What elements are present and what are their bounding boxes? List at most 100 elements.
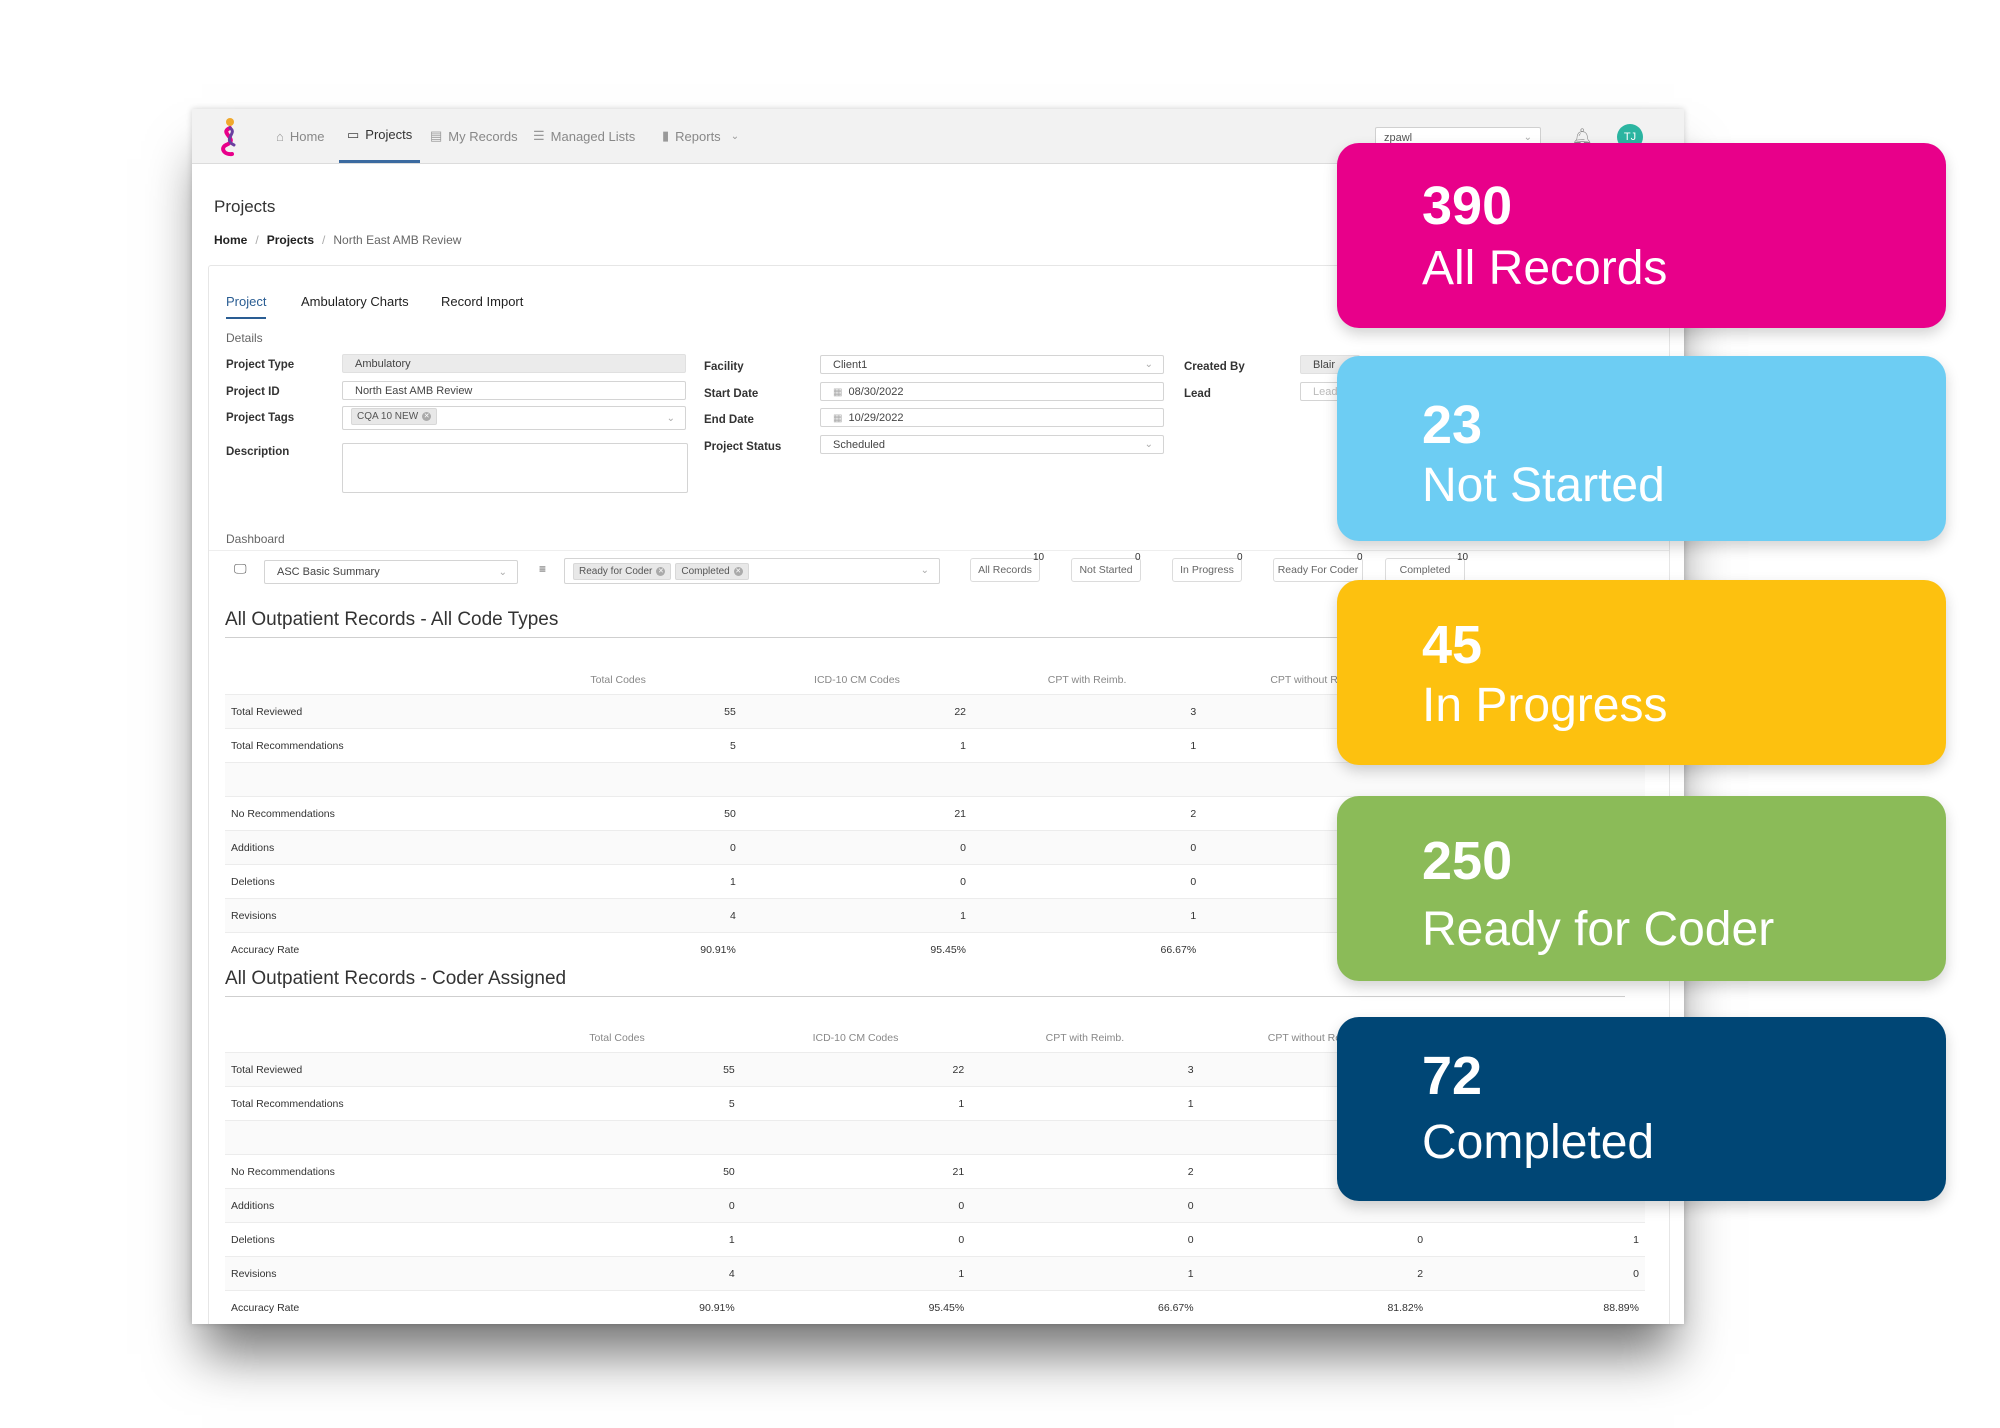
table-cell: 0: [1429, 1256, 1645, 1291]
lead-label: Lead: [1184, 388, 1211, 400]
table-cell: Deletions: [225, 1222, 418, 1257]
table-cell: 1: [417, 1222, 741, 1257]
stat-card-value: 23: [1422, 395, 1483, 455]
filter-icon[interactable]: ≡: [539, 562, 547, 576]
table-row: Accuracy Rate 90.91% 95.45% 66.67%: [225, 932, 1645, 966]
user-select[interactable]: zpawl ⌄: [1375, 127, 1541, 147]
breadcrumb-home[interactable]: Home: [214, 233, 248, 247]
table-cell: 5: [417, 1086, 741, 1121]
tab-ambulatory-charts[interactable]: Ambulatory Charts: [301, 294, 409, 309]
project-tags-field[interactable]: CQA 10 NEW ✕ ⌄: [342, 406, 686, 430]
document-icon: ▤: [430, 128, 443, 143]
table-row: [225, 762, 1645, 797]
description-label: Description: [226, 446, 290, 458]
table-cell: 88.89%: [1429, 1290, 1645, 1324]
table2-header-cpt-reimb: CPT with Reimb.: [1045, 1031, 1125, 1044]
project-type-label: Project Type: [226, 359, 295, 371]
table-cell: 55: [417, 694, 742, 729]
monitor-icon: 🖵︎: [234, 561, 247, 576]
summary-select[interactable]: ASC Basic Summary ⌄: [264, 560, 518, 584]
filter-ready-for-coder-button[interactable]: Ready For Coder: [1273, 558, 1363, 582]
table-cell: [972, 762, 1203, 797]
stat-card-in-progress: 45 In Progress: [1337, 580, 1946, 765]
filter-completed-button[interactable]: Completed: [1385, 558, 1465, 582]
table-cell: 1: [972, 728, 1203, 763]
stat-card-value: 45: [1422, 615, 1483, 675]
nav-projects[interactable]: ▭ Projects: [339, 109, 421, 163]
chevron-down-icon: ⌄: [730, 130, 740, 142]
bell-icon[interactable]: 🔔︎: [1572, 129, 1593, 146]
table1-header-0: [225, 665, 418, 695]
table-cell: 1: [970, 1256, 1200, 1291]
nav-my-records-label: My Records: [448, 128, 518, 144]
table-cell: [970, 1120, 1200, 1155]
nav-reports[interactable]: ▮ Reports ⌄: [662, 109, 739, 163]
filter-in-progress-button[interactable]: In Progress: [1172, 558, 1242, 582]
end-date-field[interactable]: ▦ 10/29/2022: [820, 408, 1164, 427]
description-textarea[interactable]: [342, 443, 688, 493]
table-cell: No Recommendations: [225, 796, 418, 831]
close-icon[interactable]: ✕: [656, 567, 666, 576]
table-cell: No Recommendations: [225, 1154, 418, 1189]
table-cell: 1: [972, 898, 1203, 933]
end-date-value: 10/29/2022: [848, 412, 904, 424]
filter-not-started-button[interactable]: Not Started: [1071, 558, 1141, 582]
nav-home[interactable]: ⌂ Home: [276, 109, 325, 163]
table-cell: 0: [1199, 1222, 1430, 1257]
table-cell: 90.91%: [417, 1290, 741, 1324]
table-cell: [740, 1120, 971, 1155]
table-cell: [225, 762, 418, 797]
table-cell: 1: [740, 1256, 971, 1291]
stat-card-value: 390: [1422, 176, 1513, 236]
table-cell: 1: [417, 864, 742, 899]
details-section-label: Details: [226, 331, 263, 345]
table-cell: [417, 1120, 741, 1155]
table-cell: 4: [417, 1256, 741, 1291]
created-by-label: Created By: [1184, 361, 1245, 373]
table-cell: [225, 1120, 418, 1155]
start-date-field[interactable]: ▦ 08/30/2022: [820, 382, 1164, 401]
status-filter-select[interactable]: Ready for Coder ✕ Completed ✕ ⌄: [564, 558, 940, 584]
stat-card-label: Not Started: [1422, 459, 1665, 512]
table-cell: 1: [741, 898, 973, 933]
filter-all-records-button[interactable]: All Records: [970, 558, 1040, 582]
filter-chip-ready-label: Ready for Coder: [579, 566, 653, 577]
table-cell: [1431, 762, 1645, 797]
project-status-label: Project Status: [704, 441, 782, 453]
tab-record-import[interactable]: Record Import: [441, 294, 524, 309]
nav-my-records[interactable]: ▤ My Records: [430, 109, 518, 163]
table-cell: 0: [972, 830, 1203, 865]
app-logo-icon[interactable]: [210, 115, 250, 157]
table2-header-0: [225, 1023, 417, 1053]
stat-card-label: In Progress: [1422, 679, 1668, 732]
chevron-down-icon: ⌄: [1523, 132, 1532, 143]
calendar-icon: ▦: [833, 387, 843, 398]
table1-title-rule: [225, 637, 1625, 638]
facility-select[interactable]: Client1 ⌄: [820, 355, 1164, 374]
table-cell: [741, 762, 973, 797]
filter-chip-ready: Ready for Coder ✕: [573, 563, 672, 580]
project-id-field[interactable]: North East AMB Review: [342, 381, 686, 400]
project-status-select[interactable]: Scheduled ⌄: [820, 435, 1164, 454]
chevron-down-icon: ⌄: [1144, 359, 1153, 370]
table-row: Accuracy Rate 90.91% 95.45% 66.67% 81.82% 88.…: [225, 1290, 1645, 1324]
table2-header-icd10: ICD-10 CM Codes: [812, 1031, 899, 1044]
table-cell: 0: [972, 864, 1203, 899]
tab-project[interactable]: Project: [226, 294, 267, 319]
table-cell: 95.45%: [741, 932, 973, 966]
table-cell: 0: [741, 864, 973, 899]
close-icon[interactable]: ✕: [733, 567, 743, 576]
table-cell: 0: [740, 1222, 971, 1257]
nav-managed-lists[interactable]: ☰ Managed Lists: [533, 109, 635, 163]
table-cell: 0: [417, 830, 742, 865]
breadcrumb-projects[interactable]: Projects: [266, 233, 315, 247]
table-cell: 22: [741, 694, 973, 729]
project-status-value: Scheduled: [833, 439, 885, 451]
table-cell: 1: [970, 1086, 1200, 1121]
table2-header-total-codes: Total Codes: [589, 1031, 645, 1044]
close-icon[interactable]: ✕: [422, 412, 432, 421]
stat-card-all-records: 390 All Records: [1337, 143, 1946, 328]
stat-card-value: 250: [1422, 831, 1513, 891]
facility-label: Facility: [704, 361, 744, 373]
table1-title: All Outpatient Records - All Code Types: [225, 609, 559, 630]
